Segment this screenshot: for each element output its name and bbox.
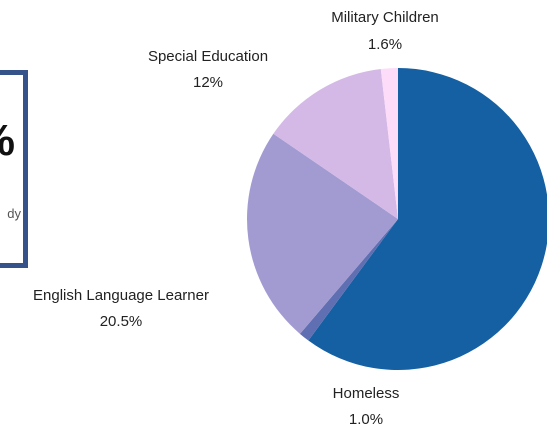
pie-slice-special-education-3 — [273, 68, 398, 220]
pie-slice-english-language-learner-2 — [247, 133, 398, 334]
slice-label-value-military-children: 1.6% — [368, 36, 402, 53]
stat-card-caption: dy — [7, 206, 21, 221]
pie-slice-military-children-4 — [380, 68, 398, 219]
stat-card-value: % — [0, 119, 15, 163]
slice-label-name-special-education: Special Education — [148, 48, 268, 65]
slice-label-value-special-education: 12% — [193, 74, 223, 91]
slice-label-name-homeless: Homeless — [333, 385, 400, 402]
slice-label-value-english-language-learner: 20.5% — [100, 313, 143, 330]
pie-slice-unlabeled-0 — [308, 68, 547, 370]
slice-label-name-english-language-learner: English Language Learner — [33, 287, 209, 304]
pie-slice-homeless-1 — [299, 219, 398, 341]
slice-label-value-homeless: 1.0% — [349, 411, 383, 428]
stat-card: % dy — [0, 70, 28, 268]
slice-label-name-military-children: Military Children — [331, 9, 439, 26]
